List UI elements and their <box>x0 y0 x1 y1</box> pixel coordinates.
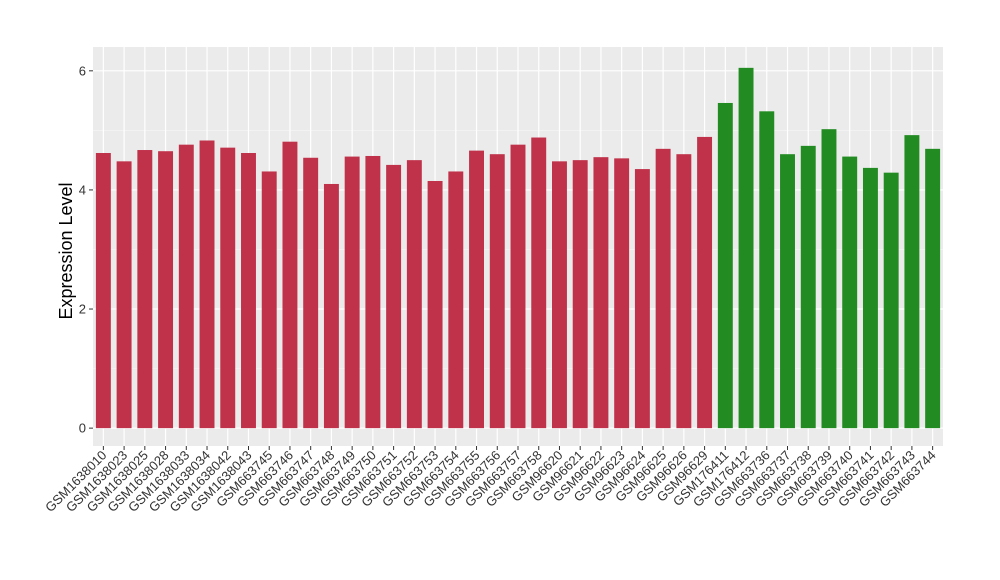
bar <box>676 154 692 429</box>
bar <box>883 172 899 429</box>
bar <box>303 157 319 429</box>
bar <box>199 140 215 429</box>
bar <box>572 160 588 429</box>
bar <box>241 153 256 429</box>
bar <box>448 171 464 429</box>
bar <box>862 167 878 429</box>
bar <box>717 102 733 429</box>
bar <box>821 129 837 429</box>
bar <box>925 148 941 429</box>
bar <box>469 150 484 429</box>
y-tick-label: 4 <box>79 182 86 197</box>
bar <box>116 161 132 429</box>
bar <box>427 180 443 429</box>
bar <box>552 161 567 429</box>
bar <box>323 183 339 429</box>
bar <box>759 111 775 429</box>
bar <box>634 169 650 429</box>
bar <box>386 164 402 429</box>
bar <box>614 158 630 429</box>
y-axis-title: Expression Level <box>56 182 76 319</box>
bar <box>489 154 505 429</box>
bar <box>510 144 526 429</box>
bar <box>365 155 381 429</box>
y-tick-label: 2 <box>79 302 86 317</box>
y-axis: 0 2 4 6 <box>79 63 93 436</box>
bar <box>406 160 422 429</box>
bars <box>95 67 941 429</box>
bar <box>800 145 816 429</box>
bar <box>178 144 194 429</box>
y-tick-label: 6 <box>79 63 86 78</box>
bar <box>282 141 298 429</box>
bar <box>531 137 547 429</box>
bar <box>95 153 111 429</box>
x-axis: GSM1638010GSM1638023GSM1638025GSM1638028… <box>42 446 939 515</box>
bar <box>137 150 153 429</box>
bar <box>158 151 174 429</box>
bar <box>261 171 277 429</box>
bar <box>655 148 671 429</box>
bar <box>904 135 920 429</box>
bar <box>738 67 754 429</box>
bar <box>697 136 713 429</box>
bar <box>780 154 795 429</box>
bar <box>593 157 609 429</box>
y-tick-label: 0 <box>79 421 86 436</box>
bar <box>344 156 360 429</box>
bar <box>842 156 858 429</box>
bar <box>220 147 236 429</box>
